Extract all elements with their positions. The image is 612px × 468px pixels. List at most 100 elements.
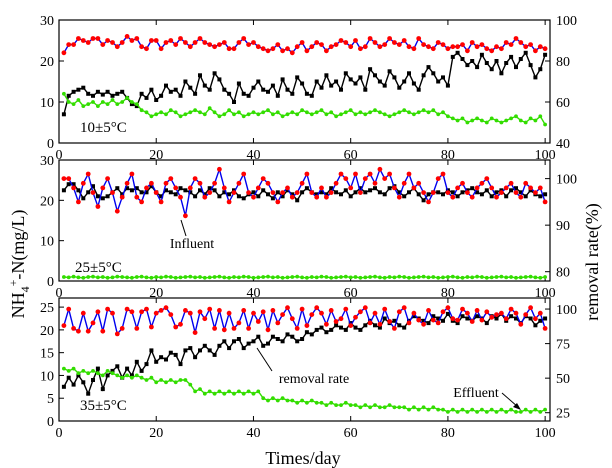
data-point — [426, 65, 431, 70]
data-point — [382, 316, 387, 321]
data-point — [319, 42, 324, 47]
data-point — [435, 320, 441, 326]
data-point — [66, 375, 71, 380]
data-point — [265, 327, 271, 333]
data-point — [314, 194, 320, 200]
data-point — [514, 114, 518, 119]
data-point — [275, 199, 281, 205]
data-point — [261, 275, 266, 279]
data-point — [270, 190, 276, 196]
data-point — [197, 180, 203, 186]
data-point — [494, 59, 499, 63]
data-point — [494, 190, 499, 195]
x-tick-label: 80 — [441, 286, 455, 301]
data-point — [76, 371, 81, 376]
data-point — [474, 44, 480, 50]
data-point — [514, 275, 518, 280]
data-point — [226, 310, 232, 316]
data-point — [275, 110, 280, 115]
data-point — [178, 186, 183, 191]
data-point — [392, 75, 397, 80]
data-point — [95, 204, 101, 209]
y2-tick-label: 100 — [556, 14, 577, 29]
data-point — [523, 275, 528, 279]
series-line — [63, 306, 546, 336]
data-point — [95, 366, 100, 371]
data-point — [173, 87, 178, 92]
data-point — [217, 114, 222, 119]
data-point — [470, 59, 475, 63]
data-point — [309, 312, 315, 317]
data-point — [237, 275, 241, 280]
data-point — [334, 275, 338, 280]
data-point — [430, 317, 436, 323]
data-point — [280, 114, 285, 119]
data-point — [100, 275, 105, 279]
data-point — [289, 316, 295, 322]
data-point — [479, 52, 484, 57]
data-point — [392, 326, 397, 331]
data-point — [402, 275, 407, 279]
data-point — [251, 391, 256, 396]
data-point — [387, 403, 392, 407]
data-point — [188, 110, 193, 115]
data-point — [154, 359, 159, 364]
annotation-effluent-arrow — [501, 392, 519, 408]
data-point — [164, 188, 168, 193]
data-point — [309, 275, 314, 279]
data-point — [207, 348, 212, 353]
data-point — [207, 306, 213, 312]
data-point — [231, 326, 237, 331]
data-point — [256, 112, 261, 117]
data-point — [397, 405, 402, 410]
data-point — [373, 186, 377, 191]
data-point — [294, 44, 300, 50]
y2-tick-label: 80 — [556, 266, 570, 281]
series-line — [63, 35, 546, 54]
data-point — [153, 38, 159, 43]
data-point — [397, 323, 402, 328]
data-point — [373, 274, 377, 279]
data-point — [421, 274, 426, 279]
data-point — [139, 368, 144, 373]
data-point — [460, 407, 465, 412]
data-point — [275, 398, 280, 403]
data-point — [542, 199, 548, 205]
data-point — [285, 305, 290, 311]
data-point — [251, 194, 256, 200]
data-point — [134, 373, 139, 378]
data-point — [431, 71, 436, 76]
data-point — [334, 323, 339, 328]
data-point — [163, 40, 169, 45]
data-point — [105, 194, 110, 199]
data-point — [445, 46, 451, 52]
data-point — [513, 190, 519, 196]
data-point — [421, 108, 426, 113]
data-point — [91, 274, 95, 279]
data-point — [450, 407, 455, 412]
data-point — [440, 171, 446, 177]
data-point — [523, 180, 529, 186]
data-point — [187, 310, 193, 316]
data-point — [343, 274, 348, 279]
data-point — [377, 190, 382, 195]
annotations: Influent removal rate Effluent — [170, 219, 521, 410]
data-point — [378, 275, 382, 280]
data-point — [66, 369, 71, 373]
data-point — [261, 87, 266, 92]
data-point — [227, 108, 232, 113]
data-point — [295, 198, 300, 203]
data-point — [168, 350, 173, 355]
data-point — [260, 309, 266, 315]
data-point — [149, 275, 154, 280]
data-point — [353, 190, 358, 195]
data-point — [66, 306, 72, 312]
data-point — [533, 118, 538, 123]
data-point — [173, 275, 178, 280]
data-point — [178, 321, 183, 327]
data-point — [295, 274, 300, 279]
data-point — [499, 120, 504, 125]
x-tick-label: 60 — [344, 426, 358, 441]
data-point — [168, 89, 173, 94]
data-point — [251, 190, 256, 195]
